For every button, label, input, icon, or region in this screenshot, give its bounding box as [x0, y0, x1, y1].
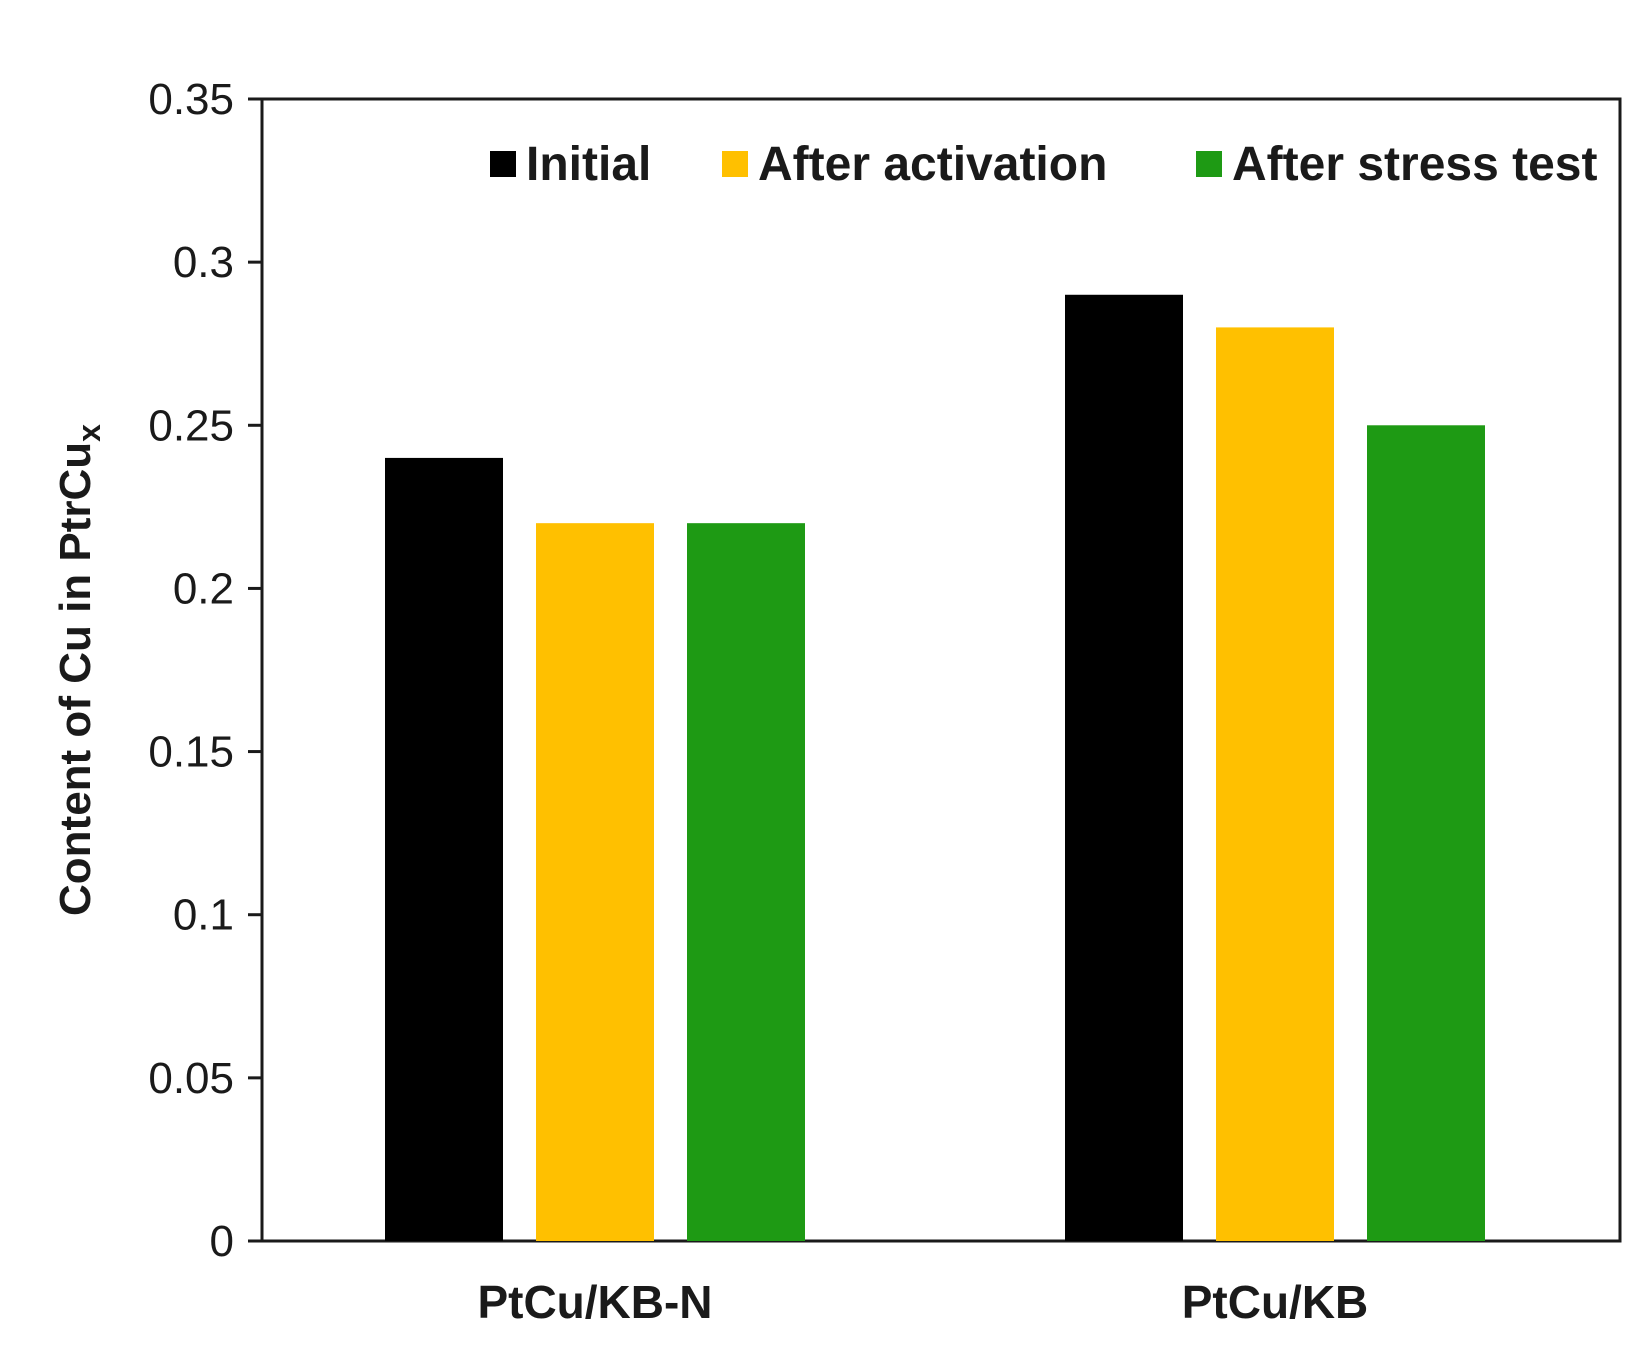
x-category-label: PtCu/KB-N [477, 1276, 712, 1328]
bar-after-activation-ptcu-kb-n [536, 523, 654, 1241]
y-axis-title: Content of Cu in PtrCux [51, 424, 107, 916]
y-tick-label: 0.3 [173, 238, 234, 287]
y-tick-label: 0.2 [173, 564, 234, 613]
y-tick-label: 0.25 [148, 401, 234, 450]
y-tick-label: 0 [210, 1217, 234, 1266]
legend-label: Initial [526, 138, 651, 191]
x-axis-categories: PtCu/KB-N PtCu/KB [477, 1276, 1368, 1328]
y-tick-label: 0.35 [148, 75, 234, 124]
bar-initial-ptcu-kb [1065, 294, 1183, 1241]
legend-swatch-after-activation [722, 151, 748, 177]
y-axis-title-subscript: x [71, 424, 107, 442]
y-tick-label: 0.1 [173, 891, 234, 940]
legend: Initial After activation After stress test [490, 138, 1598, 191]
bar-initial-ptcu-kb-n [385, 457, 503, 1241]
y-axis-ticks: 0 0.05 0.1 0.15 0.2 0.25 0.3 0.35 [148, 75, 262, 1266]
y-tick-label: 0.05 [148, 1054, 234, 1103]
x-category-label: PtCu/KB [1182, 1276, 1369, 1328]
bars-group [385, 294, 1485, 1241]
legend-swatch-initial [490, 151, 516, 177]
y-axis-title-main: Content of Cu in PtrCu [51, 442, 100, 916]
bar-after-stress-test-ptcu-kb [1367, 425, 1485, 1241]
y-tick-label: 0.15 [148, 728, 234, 777]
bar-after-stress-test-ptcu-kb-n [687, 523, 805, 1241]
legend-label: After stress test [1232, 138, 1598, 191]
legend-swatch-after-stress-test [1196, 151, 1222, 177]
legend-label: After activation [758, 138, 1107, 191]
bar-after-activation-ptcu-kb [1216, 327, 1334, 1241]
